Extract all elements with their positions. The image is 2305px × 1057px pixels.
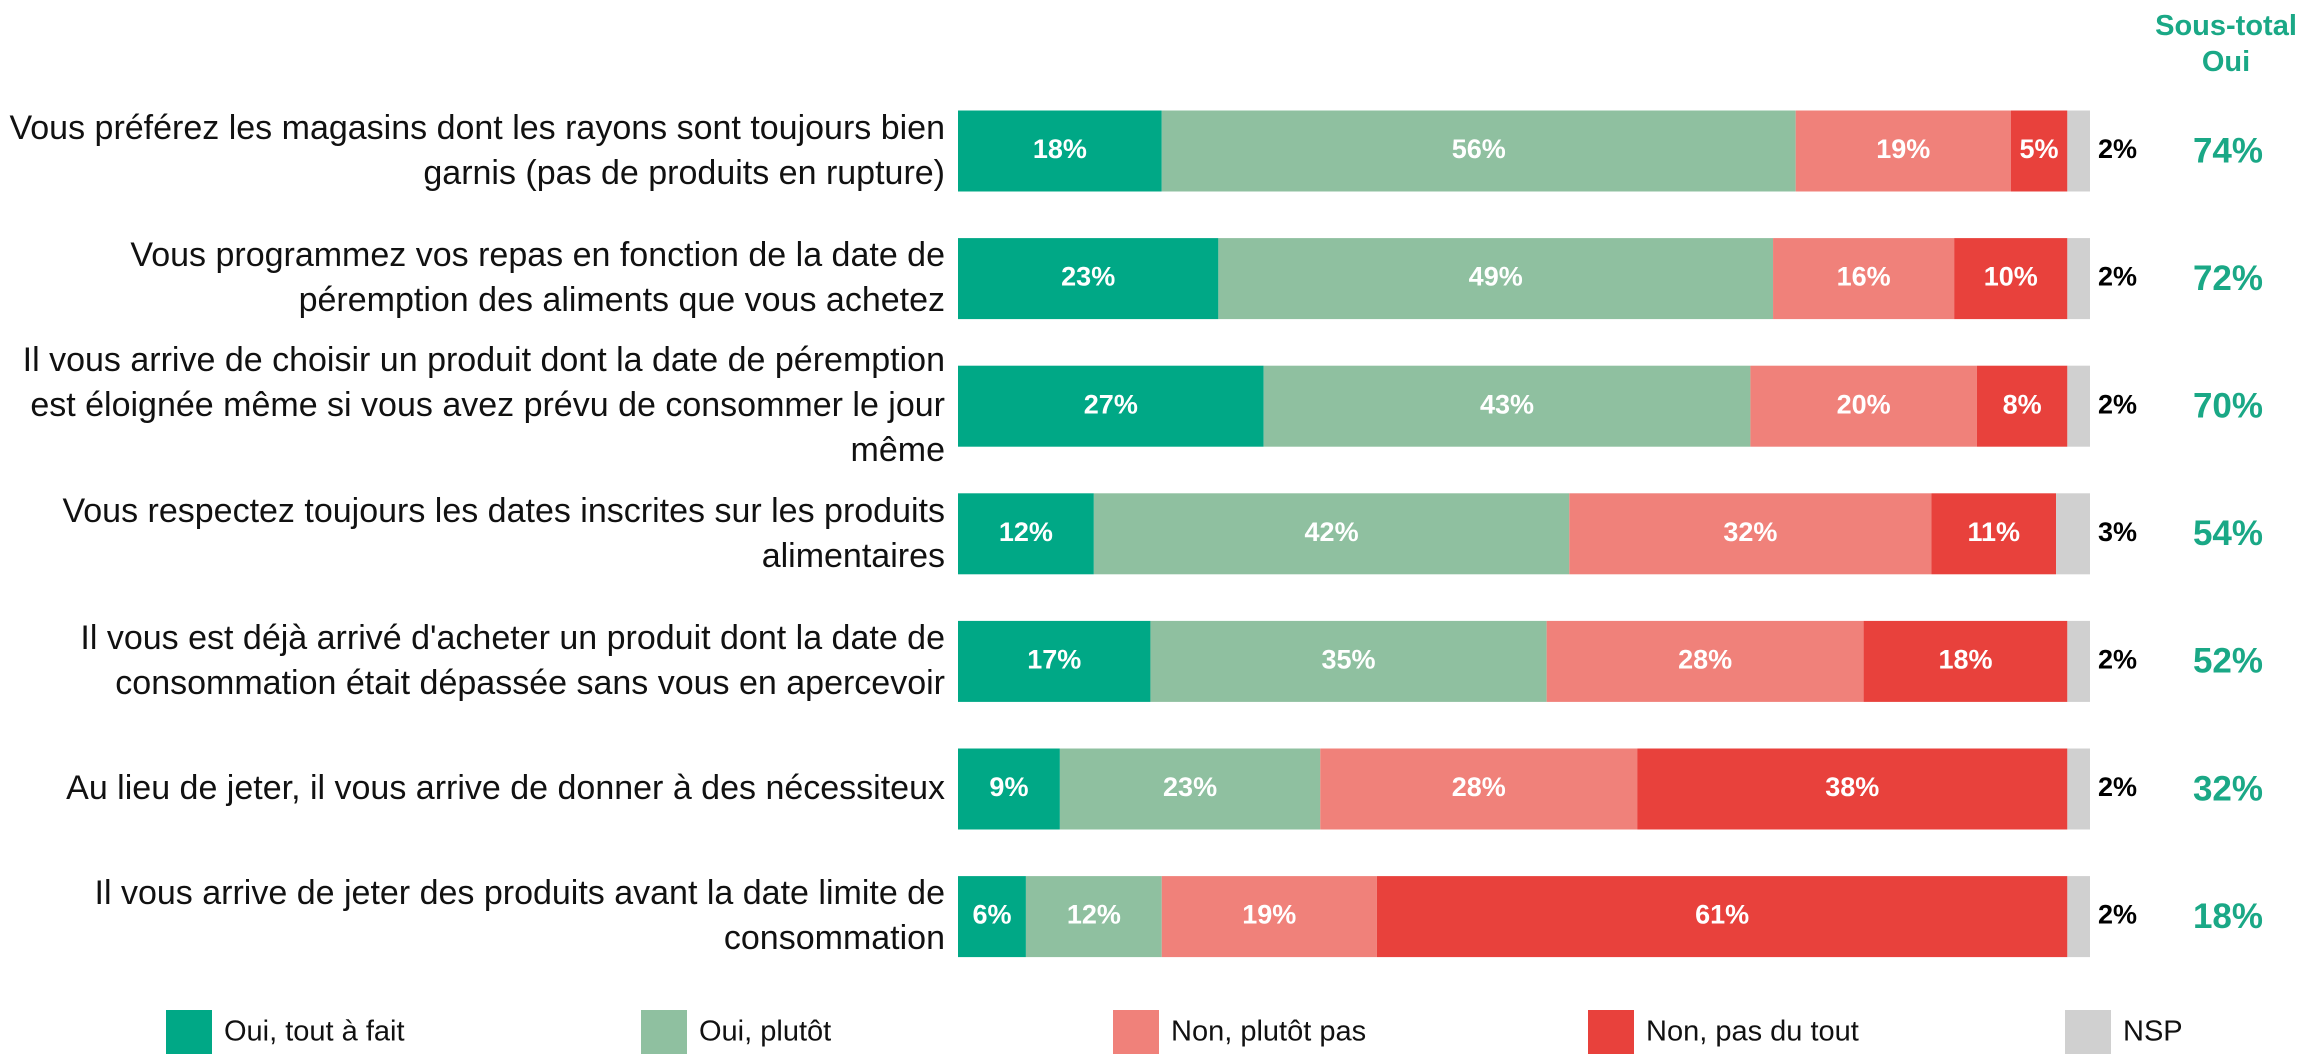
value-label: 8% [2003,389,2042,419]
subtotal-value: 70% [2193,386,2263,425]
value-label: 28% [1678,645,1732,675]
value-label: 2% [2098,389,2137,419]
value-label: 43% [1480,389,1534,419]
subtotal-value: 74% [2193,131,2263,170]
bar-segment [958,876,1026,958]
bar-segment [958,748,1060,830]
bar-segment [1863,620,2068,702]
bar-segment [2067,620,2090,702]
bar-segment [1773,238,1955,320]
bar-segment [1025,876,1162,958]
category-label: Vous respectez toujours les dates inscri… [62,491,945,575]
bar-segment [2067,876,2090,958]
value-label: 12% [1067,900,1121,930]
value-label: 2% [2098,900,2137,930]
subtotal-value: 32% [2193,769,2263,808]
category-label: Il vous arrive de jeter des produits ava… [94,874,945,958]
bar-segment [1976,365,2068,447]
bar-segment [958,110,1162,192]
value-label: 3% [2098,517,2137,547]
bar-segment [1954,238,2068,320]
bar-segment [1263,365,1751,447]
value-label: 6% [972,900,1011,930]
value-label: 10% [1984,262,2038,292]
value-label: 11% [1967,517,2020,547]
bar-segment [958,238,1219,320]
bar-segment [958,493,1094,575]
value-label: 2% [2098,772,2137,802]
bar-segment [2067,748,2090,830]
subtotal-value: 18% [2193,897,2263,936]
value-label: 23% [1163,772,1217,802]
bar-segment [1569,493,1932,575]
value-label: 61% [1695,900,1749,930]
bar-segment [1161,876,1377,958]
value-label: 28% [1452,772,1506,802]
category-label: Il vous arrive de choisir un produit don… [22,341,945,470]
value-label: 5% [2020,134,2059,164]
bar-segment [1218,238,1774,320]
value-label: 18% [1938,645,1992,675]
value-label: 16% [1837,262,1891,292]
subtotal-title: Sous-total Oui [2155,10,2297,78]
value-label: 18% [1033,134,1087,164]
value-label: 2% [2098,134,2137,164]
bar-segment [1750,365,1977,447]
legend-swatch [641,1010,687,1054]
subtotal-value: 54% [2193,514,2263,553]
legend-label: Oui, plutôt [699,1016,831,1048]
legend-label: Non, pas du tout [1646,1016,1859,1048]
value-label: 9% [989,772,1028,802]
value-label: 49% [1469,262,1523,292]
value-label: 19% [1242,900,1296,930]
value-label: 38% [1825,772,1879,802]
value-label: 23% [1061,262,1115,292]
value-label: 2% [2098,262,2137,292]
legend-label: Oui, tout à fait [224,1016,405,1048]
legend-swatch [166,1010,212,1054]
bar-segment [2067,238,2090,320]
value-label: 42% [1305,517,1359,547]
bar-segment [1320,748,1638,830]
legend-label: Non, plutôt pas [1171,1016,1366,1048]
bar-segment [1376,876,2068,958]
value-label: 32% [1723,517,1777,547]
bar-segment [2010,110,2068,192]
value-label: 35% [1322,645,1376,675]
category-label: Il vous est déjà arrivé d'acheter un pro… [80,619,945,703]
bar-segment [2056,493,2090,575]
bar-segment [958,620,1151,702]
bar-segment [1150,620,1547,702]
category-label: Vous préférez les magasins dont les rayo… [9,108,945,192]
bar-segment [2067,365,2090,447]
bar-segment [2067,110,2090,192]
bar-segment [1795,110,2011,192]
bar-segment [1093,493,1570,575]
bar-segment [1637,748,2068,830]
value-label: 12% [999,517,1053,547]
value-label: 20% [1837,389,1891,419]
bar-segment [1059,748,1321,830]
value-label: 2% [2098,645,2137,675]
bar-segment [1161,110,1796,192]
subtotal-value: 72% [2193,259,2263,298]
bar-segment [1546,620,1864,702]
value-label: 27% [1084,389,1138,419]
value-label: 56% [1452,134,1506,164]
bar-segment [958,365,1264,447]
value-label: 19% [1876,134,1930,164]
legend-label: NSP [2123,1016,2183,1048]
legend-swatch [1588,1010,1634,1054]
value-label: 17% [1027,645,1081,675]
category-label: Vous programmez vos repas en fonction de… [130,236,945,320]
legend-swatch [2065,1010,2111,1054]
category-label: Au lieu de jeter, il vous arrive de donn… [66,769,945,808]
legend-swatch [1113,1010,1159,1054]
subtotal-value: 52% [2193,642,2263,681]
bar-segment [1931,493,2057,575]
